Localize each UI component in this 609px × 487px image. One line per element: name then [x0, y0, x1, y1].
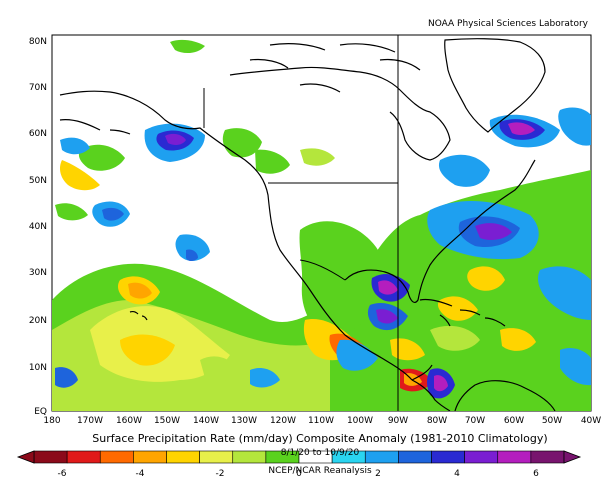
colorbar-cell — [364, 450, 399, 464]
political-borders — [203, 35, 399, 411]
colorbar-tick: -2 — [216, 469, 225, 479]
colorbar-cell — [99, 450, 134, 464]
lon-label: 100W — [347, 416, 373, 426]
lat-label: 30N — [29, 268, 47, 278]
lon-label: 40W — [581, 416, 601, 426]
colorbar-tick: -4 — [136, 469, 145, 479]
lat-label: 10N — [29, 363, 47, 373]
date-range: 8/1/20 to 10/9/20 — [281, 448, 360, 458]
colorbar-cell — [530, 450, 565, 464]
colorbar-cell — [232, 450, 267, 464]
figure-title: Surface Precipitation Rate (mm/day) Comp… — [92, 432, 547, 445]
colorbar-cell — [464, 450, 499, 464]
anomaly-shading — [52, 39, 591, 411]
lat-label: 40N — [29, 222, 47, 232]
colorbar-cell — [431, 450, 465, 464]
lon-label: 180 — [43, 416, 60, 426]
lon-label: 170W — [77, 416, 103, 426]
map-plot-area — [51, 34, 592, 412]
lon-label: 70W — [465, 416, 485, 426]
lon-label: 60W — [504, 416, 524, 426]
colorbar-tick: 6 — [533, 469, 539, 479]
lat-label: 20N — [29, 316, 47, 326]
colorbar-cells — [33, 450, 565, 464]
colorbar-cell — [398, 450, 432, 464]
lon-label: 160W — [116, 416, 142, 426]
colorbar-tick: 4 — [454, 469, 460, 479]
coastlines — [59, 38, 556, 412]
colorbar-cell — [133, 450, 167, 464]
credit-text: NOAA Physical Sciences Laboratory — [428, 19, 589, 29]
lat-label: 70N — [29, 83, 47, 93]
dataset-label: NCEP/NCAR Reanalysis — [268, 466, 372, 476]
colorbar-cell — [66, 450, 101, 464]
colorbar-cell — [199, 450, 234, 464]
lon-label: 140W — [193, 416, 219, 426]
colorbar-tick-labels: -6 -4 -2 0 2 4 6 — [58, 469, 540, 479]
colorbar — [16, 450, 582, 464]
lon-label: 120W — [270, 416, 296, 426]
colorbar-tick: -6 — [58, 469, 67, 479]
colorbar-cell — [33, 450, 68, 464]
longitude-labels: 180 170W 160W 150W 140W 130W 120W 110W 1… — [43, 416, 601, 426]
latitude-labels: EQ 10N 20N 30N 40N 50N 60N 70N 80N — [29, 37, 47, 417]
colorbar-left-arrow — [16, 450, 35, 464]
lon-label: 110W — [308, 416, 334, 426]
lon-label: 150W — [154, 416, 180, 426]
lon-label: 130W — [231, 416, 257, 426]
lat-label: EQ — [34, 407, 47, 417]
colorbar-cell — [166, 450, 200, 464]
lon-label: 80W — [427, 416, 447, 426]
colorbar-tick: 0 — [296, 469, 302, 479]
lon-label: 90W — [388, 416, 408, 426]
colorbar-right-arrow — [563, 450, 582, 464]
lat-label: 80N — [29, 37, 47, 47]
colorbar-cell — [497, 450, 532, 464]
credit-label: NOAA Physical Sciences Laboratory — [402, 15, 591, 29]
colorbar-tick: 2 — [375, 469, 381, 479]
lat-label: 50N — [29, 176, 47, 186]
lat-label: 60N — [29, 129, 47, 139]
lon-label: 50W — [542, 416, 562, 426]
